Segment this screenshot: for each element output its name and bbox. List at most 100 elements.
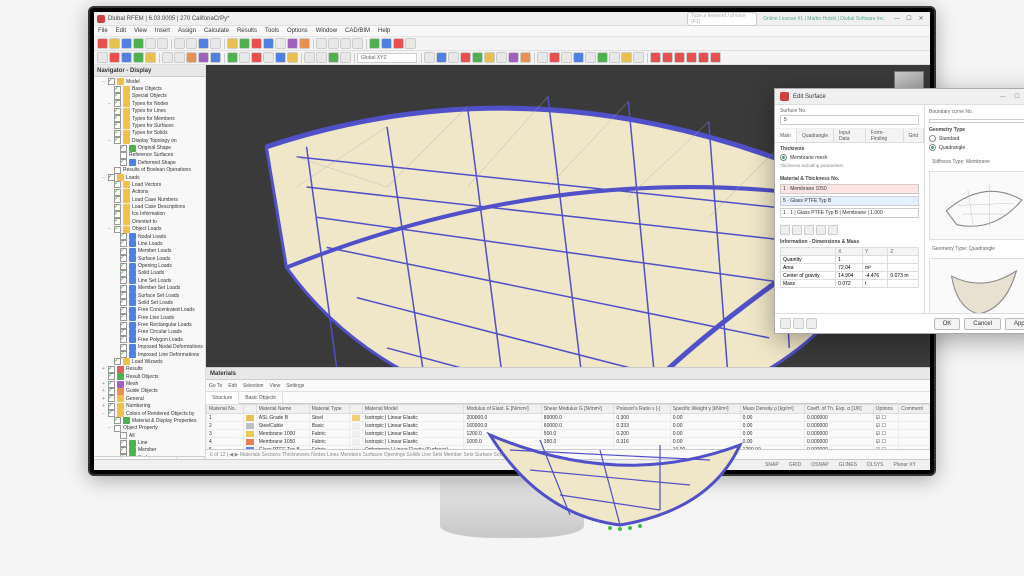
dialog-min[interactable]: —	[996, 94, 1010, 100]
tb-btn[interactable]	[650, 52, 661, 63]
tb-btn[interactable]	[698, 52, 709, 63]
tb-btn[interactable]	[97, 52, 108, 63]
tb-btn[interactable]	[328, 38, 339, 49]
tb-btn[interactable]	[275, 52, 286, 63]
dialog-mini-toolbar	[775, 223, 924, 237]
menu-options[interactable]: Options	[287, 28, 308, 34]
tb-btn[interactable]	[405, 38, 416, 49]
tb-btn[interactable]	[585, 52, 596, 63]
menu-insert[interactable]: Insert	[155, 28, 170, 34]
tb-btn[interactable]	[328, 52, 339, 63]
tb-btn[interactable]	[162, 52, 173, 63]
tb-btn[interactable]	[316, 38, 327, 49]
tb-btn[interactable]	[109, 52, 120, 63]
tb-btn[interactable]	[263, 38, 274, 49]
tb-open[interactable]	[109, 38, 120, 49]
dialog-titlebar[interactable]: Edit Surface — ☐ ✕	[775, 89, 1024, 105]
tb-btn[interactable]	[369, 38, 380, 49]
menu-assign[interactable]: Assign	[178, 28, 196, 34]
tb-btn[interactable]	[174, 52, 185, 63]
tb-btn[interactable]	[710, 52, 721, 63]
ok-button[interactable]: OK	[934, 318, 961, 330]
tb-btn[interactable]	[275, 38, 286, 49]
tb-btn[interactable]	[448, 52, 459, 63]
tb-btn[interactable]	[186, 38, 197, 49]
tb-btn[interactable]	[210, 52, 221, 63]
tb-btn[interactable]	[186, 52, 197, 63]
menu-cadbim[interactable]: CAD/BIM	[345, 28, 370, 34]
tb-btn[interactable]	[549, 52, 560, 63]
tb-btn[interactable]	[157, 38, 168, 49]
menu-window[interactable]: Window	[316, 28, 337, 34]
dialog-max[interactable]: ☐	[1010, 93, 1024, 100]
tb-btn[interactable]	[198, 52, 209, 63]
tb-btn[interactable]	[662, 52, 673, 63]
help-search[interactable]: Type a keyword / phrase (F1)	[687, 12, 757, 26]
tb-btn[interactable]	[484, 52, 495, 63]
tb-btn[interactable]	[508, 52, 519, 63]
menu-tools[interactable]: Tools	[265, 28, 279, 34]
tb-btn[interactable]	[472, 52, 483, 63]
tb-btn[interactable]	[227, 52, 238, 63]
tab-structure[interactable]: Structure	[206, 392, 239, 404]
tb-btn[interactable]	[287, 52, 298, 63]
menu-calculate[interactable]: Calculate	[204, 28, 229, 34]
tb-btn[interactable]	[316, 52, 327, 63]
navigator-tree[interactable]: −ModelBase ObjectsSpecial Objects−Types …	[94, 77, 205, 456]
menu-file[interactable]: File	[98, 28, 108, 34]
menu-edit[interactable]: Edit	[116, 28, 126, 34]
minimize-button[interactable]: —	[891, 16, 903, 22]
tb-new[interactable]	[97, 38, 108, 49]
tb-save[interactable]	[121, 38, 132, 49]
cancel-button[interactable]: Cancel	[964, 318, 1001, 330]
menubar[interactable]: File Edit View Insert Assign Calculate R…	[94, 26, 930, 37]
tb-btn[interactable]	[597, 52, 608, 63]
tb-btn[interactable]	[227, 38, 238, 49]
tb-btn[interactable]	[210, 38, 221, 49]
tb-btn[interactable]	[424, 52, 435, 63]
menu-help[interactable]: Help	[378, 28, 390, 34]
tb-btn[interactable]	[633, 52, 644, 63]
tb-btn[interactable]	[520, 52, 531, 63]
tb-btn[interactable]	[304, 52, 315, 63]
close-button[interactable]: ✕	[915, 15, 927, 22]
maximize-button[interactable]: ☐	[903, 15, 915, 22]
tb-btn[interactable]	[198, 38, 209, 49]
surface-no-input[interactable]: 5	[780, 115, 919, 125]
tb-btn[interactable]	[686, 52, 697, 63]
tb-btn[interactable]	[251, 38, 262, 49]
tb-btn[interactable]	[299, 38, 310, 49]
coord-system-combo[interactable]: Global XYZ	[357, 53, 417, 63]
tb-btn[interactable]	[263, 52, 274, 63]
tb-btn[interactable]	[674, 52, 685, 63]
tb-btn[interactable]	[436, 52, 447, 63]
tb-btn[interactable]	[621, 52, 632, 63]
tb-btn[interactable]	[573, 52, 584, 63]
boundary-input[interactable]	[929, 119, 1024, 123]
tb-btn[interactable]	[174, 38, 185, 49]
tb-btn[interactable]	[381, 38, 392, 49]
tb-btn[interactable]	[145, 52, 156, 63]
tb-btn[interactable]	[239, 52, 250, 63]
tb-btn[interactable]	[393, 38, 404, 49]
tb-btn[interactable]	[561, 52, 572, 63]
tb-btn[interactable]	[121, 52, 132, 63]
materials-tabs: Structure Basic Objects	[206, 392, 930, 404]
menu-results[interactable]: Results	[237, 28, 257, 34]
tb-btn[interactable]	[251, 52, 262, 63]
tb-btn[interactable]	[340, 38, 351, 49]
tab-basic-objects[interactable]: Basic Objects	[239, 392, 283, 403]
apply-button[interactable]: Apply	[1005, 318, 1024, 330]
tb-btn[interactable]	[340, 52, 351, 63]
tb-btn[interactable]	[287, 38, 298, 49]
tb-btn[interactable]	[460, 52, 471, 63]
menu-view[interactable]: View	[134, 28, 147, 34]
tb-btn[interactable]	[145, 38, 156, 49]
tb-btn[interactable]	[239, 38, 250, 49]
tb-btn[interactable]	[537, 52, 548, 63]
tb-btn[interactable]	[496, 52, 507, 63]
tb-btn[interactable]	[609, 52, 620, 63]
tb-btn[interactable]	[352, 38, 363, 49]
tb-btn[interactable]	[133, 38, 144, 49]
tb-btn[interactable]	[133, 52, 144, 63]
